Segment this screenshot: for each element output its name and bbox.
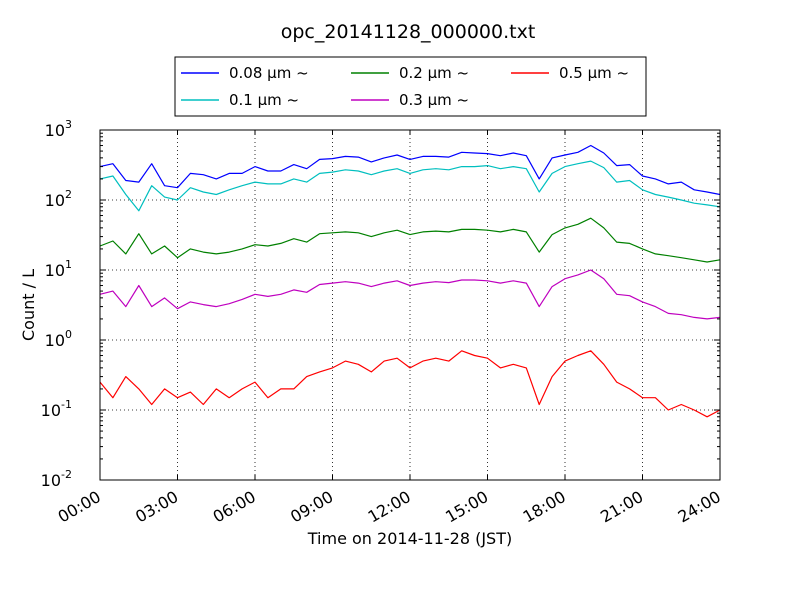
y-tick-labels: 10-2 10-1 100 101 102 103 — [41, 118, 72, 490]
y-tick-label: 102 — [45, 188, 72, 210]
y-tick-label: 10-1 — [41, 398, 72, 420]
legend-label: 0.5 μm ~ — [559, 64, 629, 82]
x-axis-label: Time on 2014-11-28 (JST) — [307, 529, 512, 548]
grid — [100, 130, 720, 480]
series-lines — [99, 144, 721, 418]
series-line — [99, 269, 721, 320]
y-tick-label: 10-2 — [41, 468, 72, 490]
y-tick-label: 100 — [45, 328, 72, 350]
axis-ticks — [99, 129, 721, 481]
chart-title: opc_20141128_000000.txt — [281, 21, 536, 43]
series-line — [99, 217, 721, 263]
y-tick-label: 101 — [45, 258, 72, 280]
series-line — [99, 144, 721, 196]
legend-label: 0.1 μm ~ — [229, 91, 299, 109]
legend-label: 0.08 μm ~ — [229, 64, 309, 82]
series-line — [99, 350, 721, 418]
y-axis-label: Count / L — [19, 269, 38, 341]
legend-label: 0.3 μm ~ — [399, 91, 469, 109]
y-tick-label: 103 — [45, 118, 72, 140]
legend-label: 0.2 μm ~ — [399, 64, 469, 82]
legend: 0.08 μm ~ 0.1 μm ~ 0.2 μm ~ 0.3 μm ~ 0.5 μm … — [174, 56, 647, 117]
series-line — [99, 160, 721, 212]
legend-box — [174, 56, 647, 117]
